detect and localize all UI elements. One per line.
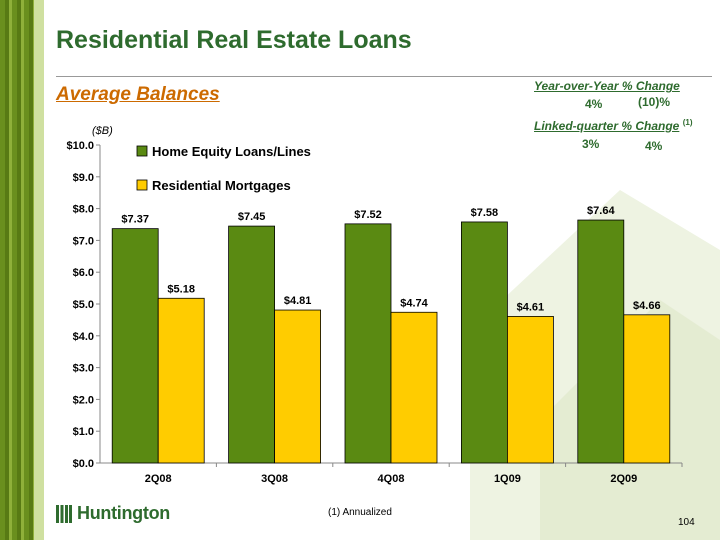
x-tick-label: 3Q08 — [261, 473, 288, 485]
data-label-home-equity: $7.64 — [587, 205, 615, 217]
yoy-change-home-equity: 4% — [585, 97, 603, 111]
bar-mortgages — [157, 297, 205, 464]
y-tick-label: $1.0 — [73, 426, 94, 438]
title-divider — [56, 76, 712, 77]
linked-change-label-group: Linked-quarter % Change (1) — [534, 118, 692, 133]
huntington-logo-icon — [56, 504, 72, 523]
y-tick-label: $0.0 — [73, 458, 94, 470]
legend-label: Home Equity Loans/Lines — [152, 144, 311, 159]
page-number: 104 — [678, 517, 695, 528]
logo-text: Huntington — [77, 503, 170, 523]
data-label-home-equity: $7.52 — [354, 209, 382, 221]
legend-label: Residential Mortgages — [152, 178, 291, 193]
data-label-mortgages: $4.61 — [517, 301, 545, 313]
data-label-home-equity: $7.58 — [471, 207, 499, 219]
linked-change-note: (1) — [682, 118, 693, 127]
bar-home-equity — [577, 219, 625, 464]
y-tick-label: $5.0 — [73, 299, 94, 311]
footnote: (1) Annualized — [328, 507, 392, 518]
x-tick-label: 2Q09 — [610, 473, 637, 485]
data-label-mortgages: $4.81 — [284, 295, 312, 307]
y-tick-label: $3.0 — [73, 363, 94, 375]
data-label-mortgages: $5.18 — [167, 283, 195, 295]
bar-mortgages — [390, 311, 438, 464]
x-tick-label: 1Q09 — [494, 473, 521, 485]
data-label-home-equity: $7.37 — [121, 214, 149, 226]
data-label-mortgages: $4.66 — [633, 300, 661, 312]
bar-mortgages — [274, 309, 322, 464]
bar-mortgages — [623, 314, 671, 464]
y-tick-label: $10.0 — [66, 140, 94, 152]
y-tick-label: $6.0 — [73, 267, 94, 279]
bar-home-equity — [460, 221, 508, 464]
bar-home-equity — [111, 228, 159, 464]
data-label-mortgages: $4.74 — [400, 297, 428, 309]
yoy-change-mortgages: (10)% — [638, 95, 671, 109]
legend-swatch — [136, 145, 148, 157]
x-tick-label: 4Q08 — [378, 473, 405, 485]
x-tick-label: 2Q08 — [145, 473, 172, 485]
page-title: Residential Real Estate Loans — [56, 26, 412, 54]
data-label-home-equity: $7.45 — [238, 211, 266, 223]
legend-swatch — [136, 179, 148, 191]
yoy-change-label: Year-over-Year % Change — [534, 79, 680, 93]
linked-change-label: Linked-quarter % Change — [534, 119, 680, 133]
bar-home-equity — [344, 223, 392, 464]
linked-change-mortgages: 4% — [645, 139, 663, 153]
unit-label: ($B) — [92, 125, 113, 137]
linked-change-home-equity: 3% — [582, 137, 600, 151]
bar-mortgages — [506, 316, 554, 464]
huntington-logo: Huntington — [56, 503, 170, 524]
y-tick-label: $8.0 — [73, 204, 94, 216]
y-tick-label: $4.0 — [73, 331, 94, 343]
y-tick-label: $9.0 — [73, 172, 94, 184]
y-tick-label: $2.0 — [73, 394, 94, 406]
page-subtitle: Average Balances — [56, 84, 220, 105]
bar-home-equity — [228, 225, 276, 464]
y-tick-label: $7.0 — [73, 235, 94, 247]
decorative-stripes — [0, 0, 44, 540]
